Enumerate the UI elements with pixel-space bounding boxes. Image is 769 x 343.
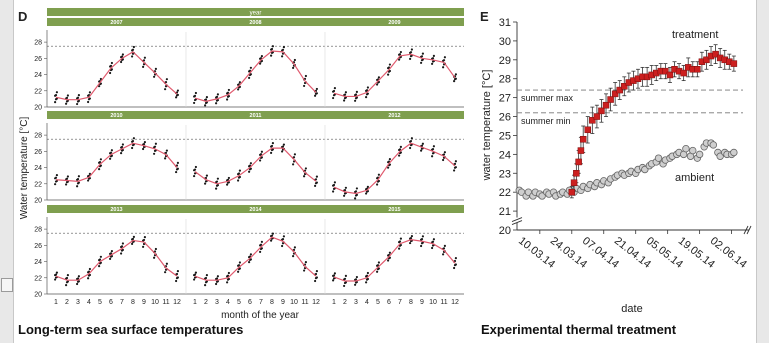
ambient-point	[696, 151, 703, 158]
treatment-point	[578, 148, 584, 154]
treatment-point	[585, 127, 591, 133]
summer-min-label: summer min	[521, 116, 571, 126]
panel-e-ylabel: water temperature [°C]	[481, 70, 493, 182]
y-tick-label: 28	[499, 74, 511, 86]
panel-e-caption: Experimental thermal treatment	[481, 322, 676, 337]
treatment-point	[681, 70, 687, 76]
treatment-point	[594, 114, 600, 120]
ambient-point	[731, 149, 738, 156]
ambient-point	[655, 155, 662, 162]
y-tick-label: 27	[499, 93, 511, 105]
treatment-point	[573, 170, 579, 176]
ambient-point	[710, 142, 717, 149]
treatment-point	[580, 136, 586, 142]
panel-e-letter: E	[480, 9, 489, 24]
y-tick-label: 23	[499, 168, 511, 180]
treatment-point	[576, 159, 582, 165]
treatment-point	[694, 66, 700, 72]
treatment-point	[571, 180, 577, 186]
y-tick-label: 21	[499, 206, 511, 218]
summer-max-label: summer max	[521, 93, 574, 103]
y-tick-label: 30	[499, 36, 511, 48]
y-tick-label: 25	[499, 130, 511, 142]
treatment-point	[603, 102, 609, 108]
y-tick-label: 20	[499, 225, 511, 237]
y-tick-label: 24	[499, 149, 511, 161]
ambient-annotation: ambient	[675, 172, 714, 184]
x-tick-label: 02.06.14	[708, 235, 749, 271]
treatment-point	[667, 72, 673, 78]
y-tick-label: 26	[499, 112, 511, 124]
y-tick-label: 22	[499, 187, 511, 199]
ambient-point	[683, 145, 690, 152]
treatment-point	[569, 189, 575, 195]
panel-e-xlabel: date	[621, 303, 642, 315]
treatment-point	[598, 108, 604, 114]
y-tick-label: 29	[499, 55, 511, 67]
ambient-point	[689, 147, 696, 154]
y-tick-label: 31	[499, 17, 511, 29]
treatment-point	[731, 61, 737, 67]
treatment-annotation: treatment	[672, 29, 718, 41]
treatment-point	[608, 97, 614, 103]
panel-d-caption: Long-term sea surface temperatures	[18, 322, 243, 337]
